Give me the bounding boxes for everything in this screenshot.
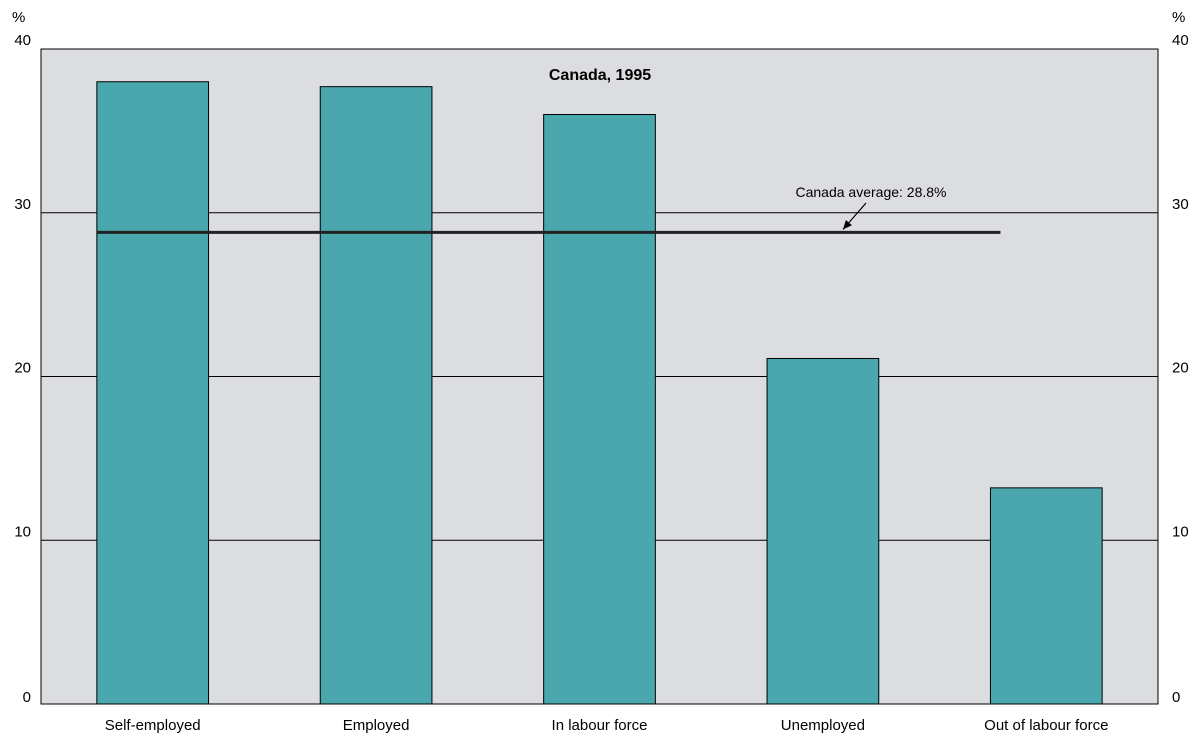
- x-tick-label: Unemployed: [781, 717, 865, 734]
- bar: [319, 86, 433, 705]
- reference-line-label: Canada average: 28.8%: [796, 184, 947, 200]
- bar: [543, 114, 656, 705]
- plot-frame: [40, 48, 1159, 705]
- bar: [989, 487, 1103, 705]
- y-tick-label-left: 40: [14, 32, 31, 49]
- y-tick-label-right: 20: [1172, 360, 1189, 377]
- bars: [96, 81, 1103, 705]
- y-unit-label-left: %: [12, 9, 25, 26]
- y-axis-right: 0 10 20 30 40: [1172, 32, 1189, 706]
- y-tick-label-left: 20: [14, 360, 31, 377]
- reference-line-group: Canada average: 28.8%: [96, 184, 1001, 234]
- x-axis: Self-employed Employed In labour force Unem…: [105, 717, 1109, 734]
- x-tick-label: Out of labour force: [984, 717, 1108, 734]
- x-tick-label: Employed: [343, 717, 410, 734]
- y-tick-label-left: 30: [14, 196, 31, 213]
- annotation-arrowhead: [843, 219, 852, 230]
- y-tick-label-left: 10: [14, 523, 31, 540]
- bar: [96, 81, 210, 705]
- y-tick-label-right: 0: [1172, 689, 1180, 706]
- bar: [766, 357, 880, 705]
- y-tick-label-right: 10: [1172, 523, 1189, 540]
- x-tick-label: Self-employed: [105, 717, 201, 734]
- y-tick-label-right: 30: [1172, 196, 1189, 213]
- y-tick-label-left: 0: [23, 689, 31, 706]
- y-axis-left: 0 10 20 30 40: [14, 32, 31, 706]
- y-unit-label-right: %: [1172, 9, 1185, 26]
- y-tick-label-right: 40: [1172, 32, 1189, 49]
- x-tick-label: In labour force: [552, 717, 648, 734]
- chart-title: Canada, 1995: [549, 67, 651, 84]
